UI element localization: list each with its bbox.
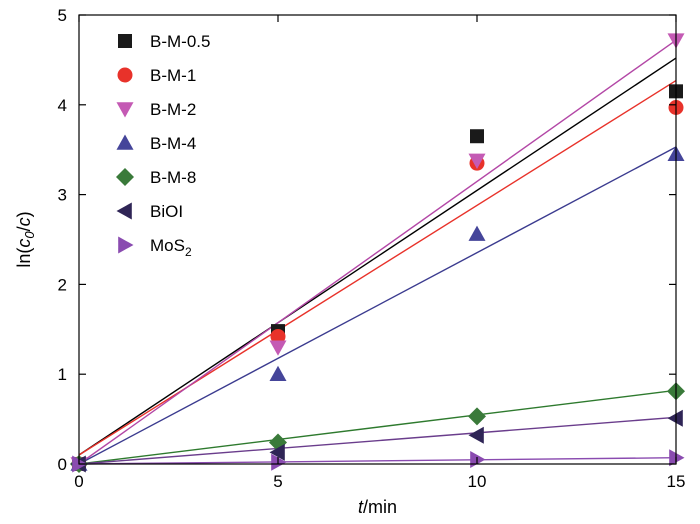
x-axis-label-italic: t bbox=[358, 497, 364, 517]
x-tick-label-10: 10 bbox=[468, 472, 487, 491]
point-mos-3 bbox=[669, 449, 685, 467]
x-axis-label-unit: /min bbox=[363, 497, 397, 517]
y-axis-label-sub0: 0 bbox=[22, 231, 37, 239]
point-b-m-8-2 bbox=[468, 407, 486, 426]
y-tick-label-5: 5 bbox=[58, 6, 67, 25]
y-axis-label-c: c bbox=[14, 217, 34, 226]
y-axis-label-suffix: ) bbox=[14, 211, 34, 217]
x-tick-label-15: 15 bbox=[667, 472, 686, 491]
legend-label-mos: MoS2 bbox=[150, 236, 192, 259]
plot-frame bbox=[78, 14, 677, 465]
point-b-m-2-2 bbox=[468, 153, 486, 169]
point-bioi-1 bbox=[269, 443, 285, 461]
point-b-m-0-5-2 bbox=[470, 129, 484, 144]
fit-line-b-m-0-5 bbox=[78, 57, 677, 456]
y-axis-label-slash: / bbox=[14, 226, 34, 231]
legend-label-b-m-0-5: B-M-0.5 bbox=[150, 32, 210, 51]
legend-marker-b-m-8 bbox=[116, 168, 134, 186]
x-tick-label-0: 0 bbox=[74, 472, 83, 491]
point-b-m-2-1 bbox=[269, 340, 287, 356]
y-tick-label-0: 0 bbox=[58, 455, 67, 474]
legend-label-bioi: BiOI bbox=[150, 202, 183, 221]
point-b-m-1-1 bbox=[270, 328, 286, 344]
fit-line-b-m-4 bbox=[78, 146, 677, 465]
y-tick-label-3: 3 bbox=[58, 186, 67, 205]
legend-marker-b-m-4 bbox=[116, 134, 134, 150]
legend: B-M-0.5 B-M-1 B-M-2 B-M-4 B-M-8 BiOI MoS2 bbox=[116, 32, 210, 259]
point-bioi-2 bbox=[468, 426, 484, 444]
y-axis-label: ln(c0/c) bbox=[14, 211, 37, 267]
point-b-m-4-1 bbox=[269, 365, 287, 381]
legend-marker-mos bbox=[118, 236, 134, 254]
legend-marker-b-m-1 bbox=[117, 67, 133, 83]
fit-line-mos bbox=[78, 457, 677, 465]
legend-label-b-m-4: B-M-4 bbox=[150, 134, 196, 153]
legend-marker-b-m-0-5 bbox=[118, 34, 132, 48]
y-tick-label-2: 2 bbox=[58, 275, 67, 294]
legend-label-b-m-8: B-M-8 bbox=[150, 168, 196, 187]
x-tick-label-5: 5 bbox=[273, 472, 282, 491]
y-tick-label-1: 1 bbox=[58, 365, 67, 384]
legend-marker-b-m-2 bbox=[116, 102, 134, 118]
point-mos-2 bbox=[470, 451, 486, 469]
legend-label-b-m-2: B-M-2 bbox=[150, 100, 196, 119]
axis-ticks: 0 5 10 15 0 1 2 3 4 5 bbox=[58, 6, 686, 491]
legend-marker-bioi bbox=[116, 202, 132, 220]
fit-line-b-m-2 bbox=[78, 39, 677, 465]
x-axis-label: t/min bbox=[358, 497, 397, 517]
fit-line-b-m-8 bbox=[78, 389, 677, 465]
point-mos-1 bbox=[271, 453, 287, 471]
fit-lines bbox=[78, 39, 677, 465]
y-axis-label-c0: c bbox=[14, 239, 34, 248]
point-bioi-3 bbox=[667, 409, 683, 427]
legend-label-b-m-1: B-M-1 bbox=[150, 66, 196, 85]
point-b-m-4-2 bbox=[468, 225, 486, 241]
y-tick-label-4: 4 bbox=[58, 96, 67, 115]
fit-line-bioi bbox=[78, 416, 677, 465]
y-axis-label-prefix: ln( bbox=[14, 248, 34, 268]
